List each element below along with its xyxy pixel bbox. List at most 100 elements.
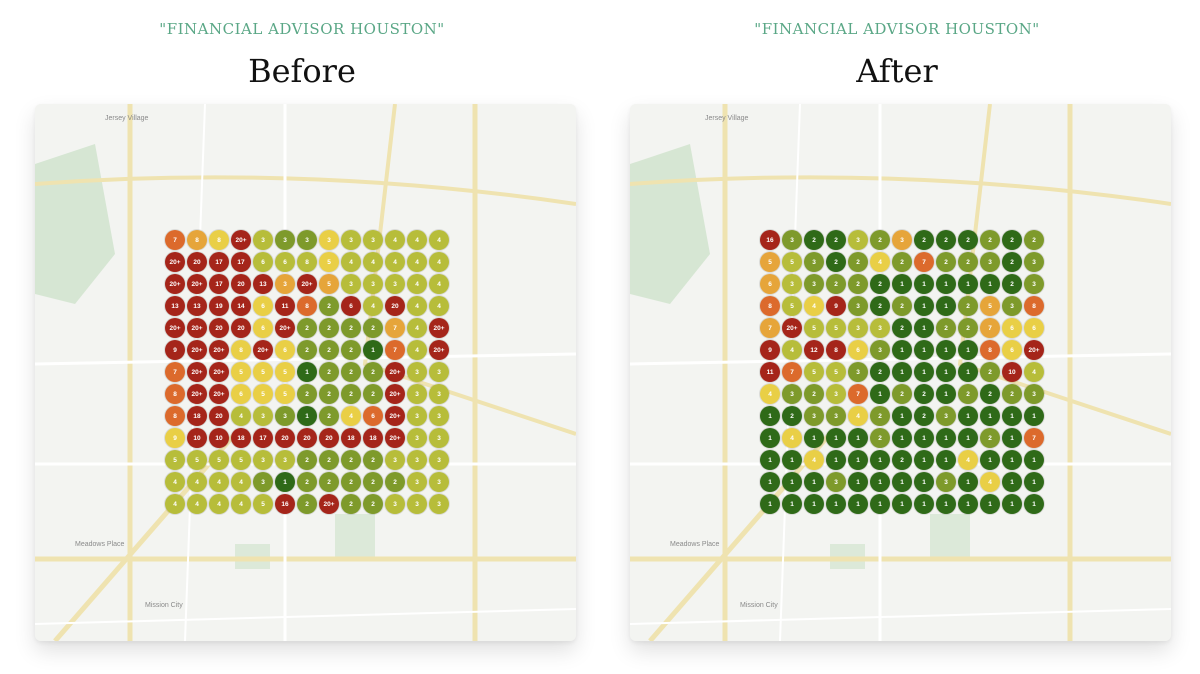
rank-marker[interactable]: 2 bbox=[297, 450, 317, 470]
rank-marker[interactable]: 5 bbox=[826, 318, 846, 338]
rank-marker[interactable]: 8 bbox=[187, 230, 207, 250]
rank-marker[interactable]: 4 bbox=[429, 274, 449, 294]
rank-marker[interactable]: 2 bbox=[319, 472, 339, 492]
rank-marker[interactable]: 3 bbox=[429, 384, 449, 404]
rank-marker[interactable]: 2 bbox=[297, 340, 317, 360]
rank-marker[interactable]: 2 bbox=[297, 384, 317, 404]
rank-marker[interactable]: 20+ bbox=[187, 384, 207, 404]
rank-marker[interactable]: 2 bbox=[1002, 230, 1022, 250]
rank-marker[interactable]: 2 bbox=[914, 406, 934, 426]
after-map[interactable]: Jersey Village Mission City Meadows Plac… bbox=[630, 104, 1171, 641]
rank-marker[interactable]: 3 bbox=[826, 384, 846, 404]
rank-marker[interactable]: 6 bbox=[253, 252, 273, 272]
rank-marker[interactable]: 4 bbox=[429, 252, 449, 272]
rank-marker[interactable]: 4 bbox=[870, 252, 890, 272]
rank-marker[interactable]: 1 bbox=[870, 384, 890, 404]
rank-marker[interactable]: 1 bbox=[892, 428, 912, 448]
rank-marker[interactable]: 1 bbox=[826, 450, 846, 470]
rank-marker[interactable]: 1 bbox=[870, 450, 890, 470]
rank-marker[interactable]: 1 bbox=[297, 406, 317, 426]
rank-marker[interactable]: 1 bbox=[936, 296, 956, 316]
rank-marker[interactable]: 1 bbox=[870, 472, 890, 492]
rank-marker[interactable]: 3 bbox=[407, 428, 427, 448]
rank-marker[interactable]: 2 bbox=[870, 230, 890, 250]
rank-marker[interactable]: 2 bbox=[870, 428, 890, 448]
rank-marker[interactable]: 16 bbox=[760, 230, 780, 250]
rank-marker[interactable]: 5 bbox=[275, 384, 295, 404]
rank-marker[interactable]: 4 bbox=[231, 472, 251, 492]
rank-marker[interactable]: 1 bbox=[1002, 406, 1022, 426]
rank-marker[interactable]: 1 bbox=[892, 274, 912, 294]
rank-marker[interactable]: 20+ bbox=[275, 318, 295, 338]
rank-marker[interactable]: 1 bbox=[297, 362, 317, 382]
rank-marker[interactable]: 3 bbox=[936, 472, 956, 492]
rank-marker[interactable]: 3 bbox=[980, 252, 1000, 272]
rank-marker[interactable]: 1 bbox=[760, 494, 780, 514]
rank-marker[interactable]: 3 bbox=[429, 428, 449, 448]
rank-marker[interactable]: 5 bbox=[980, 296, 1000, 316]
rank-marker[interactable]: 1 bbox=[958, 472, 978, 492]
rank-marker[interactable]: 3 bbox=[429, 494, 449, 514]
rank-marker[interactable]: 2 bbox=[958, 252, 978, 272]
rank-marker[interactable]: 20+ bbox=[209, 384, 229, 404]
rank-marker[interactable]: 1 bbox=[958, 406, 978, 426]
rank-marker[interactable]: 20 bbox=[209, 406, 229, 426]
rank-marker[interactable]: 3 bbox=[385, 450, 405, 470]
rank-marker[interactable]: 1 bbox=[870, 494, 890, 514]
rank-marker[interactable]: 4 bbox=[407, 340, 427, 360]
rank-marker[interactable]: 3 bbox=[407, 472, 427, 492]
rank-marker[interactable]: 1 bbox=[892, 494, 912, 514]
rank-marker[interactable]: 1 bbox=[914, 340, 934, 360]
rank-marker[interactable]: 2 bbox=[848, 274, 868, 294]
rank-marker[interactable]: 9 bbox=[165, 340, 185, 360]
rank-marker[interactable]: 12 bbox=[804, 340, 824, 360]
rank-marker[interactable]: 3 bbox=[407, 494, 427, 514]
rank-marker[interactable]: 3 bbox=[936, 406, 956, 426]
rank-marker[interactable]: 1 bbox=[1024, 494, 1044, 514]
rank-marker[interactable]: 3 bbox=[341, 274, 361, 294]
rank-marker[interactable]: 1 bbox=[958, 428, 978, 448]
rank-marker[interactable]: 2 bbox=[892, 296, 912, 316]
rank-marker[interactable]: 8 bbox=[760, 296, 780, 316]
rank-marker[interactable]: 1 bbox=[914, 428, 934, 448]
rank-marker[interactable]: 1 bbox=[1024, 406, 1044, 426]
rank-marker[interactable]: 20+ bbox=[209, 362, 229, 382]
rank-marker[interactable]: 20+ bbox=[429, 318, 449, 338]
rank-marker[interactable]: 16 bbox=[275, 494, 295, 514]
rank-marker[interactable]: 5 bbox=[187, 450, 207, 470]
rank-marker[interactable]: 2 bbox=[319, 296, 339, 316]
rank-marker[interactable]: 4 bbox=[407, 318, 427, 338]
rank-marker[interactable]: 3 bbox=[253, 406, 273, 426]
rank-marker[interactable]: 20+ bbox=[253, 340, 273, 360]
rank-marker[interactable]: 11 bbox=[275, 296, 295, 316]
rank-marker[interactable]: 2 bbox=[826, 274, 846, 294]
rank-marker[interactable]: 20+ bbox=[429, 340, 449, 360]
rank-marker[interactable]: 2 bbox=[804, 230, 824, 250]
rank-marker[interactable]: 4 bbox=[429, 230, 449, 250]
rank-marker[interactable]: 13 bbox=[187, 296, 207, 316]
rank-marker[interactable]: 1 bbox=[892, 472, 912, 492]
rank-marker[interactable]: 3 bbox=[429, 362, 449, 382]
rank-marker[interactable]: 5 bbox=[231, 450, 251, 470]
rank-marker[interactable]: 2 bbox=[936, 230, 956, 250]
rank-marker[interactable]: 6 bbox=[275, 340, 295, 360]
rank-marker[interactable]: 3 bbox=[1024, 252, 1044, 272]
rank-marker[interactable]: 3 bbox=[407, 450, 427, 470]
rank-marker[interactable]: 3 bbox=[363, 230, 383, 250]
rank-marker[interactable]: 8 bbox=[209, 230, 229, 250]
rank-marker[interactable]: 4 bbox=[958, 450, 978, 470]
rank-marker[interactable]: 2 bbox=[319, 362, 339, 382]
rank-marker[interactable]: 1 bbox=[848, 494, 868, 514]
rank-marker[interactable]: 3 bbox=[826, 472, 846, 492]
rank-marker[interactable]: 18 bbox=[363, 428, 383, 448]
rank-marker[interactable]: 1 bbox=[914, 450, 934, 470]
rank-marker[interactable]: 6 bbox=[1024, 318, 1044, 338]
rank-marker[interactable]: 18 bbox=[187, 406, 207, 426]
rank-marker[interactable]: 5 bbox=[782, 296, 802, 316]
rank-marker[interactable]: 1 bbox=[980, 274, 1000, 294]
rank-marker[interactable]: 20+ bbox=[385, 428, 405, 448]
rank-marker[interactable]: 3 bbox=[275, 230, 295, 250]
rank-marker[interactable]: 1 bbox=[980, 406, 1000, 426]
rank-marker[interactable]: 8 bbox=[297, 252, 317, 272]
rank-marker[interactable]: 2 bbox=[870, 296, 890, 316]
